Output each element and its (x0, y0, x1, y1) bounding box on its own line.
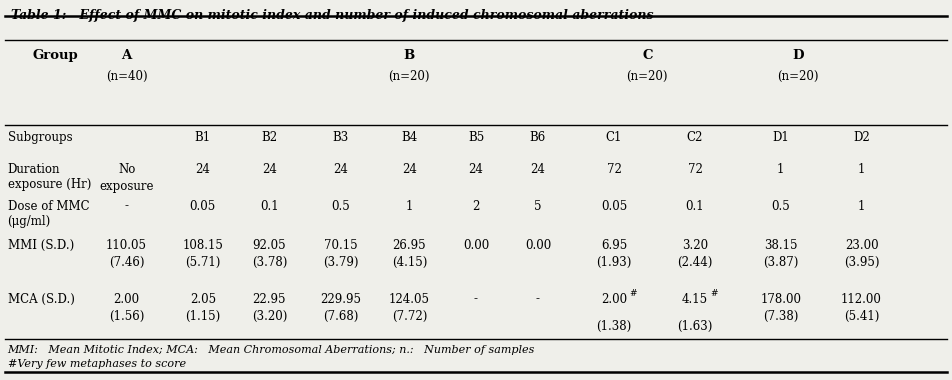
Text: 92.05
(3.78): 92.05 (3.78) (251, 239, 288, 269)
Text: (n=20): (n=20) (388, 70, 430, 82)
Text: -: - (474, 293, 478, 306)
Text: Table 1:   Effect of MMC on mitotic index and number of induced chromosomal aber: Table 1: Effect of MMC on mitotic index … (11, 10, 654, 22)
Text: MMI:   Mean Mitotic Index; MCA:   Mean Chromosomal Aberrations; n.:   Number of : MMI: Mean Mitotic Index; MCA: Mean Chrom… (8, 345, 535, 355)
Text: B4: B4 (401, 131, 418, 144)
Text: 26.95
(4.15): 26.95 (4.15) (391, 239, 427, 269)
Text: 70.15
(3.79): 70.15 (3.79) (323, 239, 359, 269)
Text: 1: 1 (858, 200, 865, 212)
Text: No
exposure: No exposure (99, 163, 154, 193)
Text: 108.15
(5.71): 108.15 (5.71) (183, 239, 223, 269)
Text: (n=20): (n=20) (777, 70, 819, 82)
Text: (n=40): (n=40) (106, 70, 148, 82)
Text: -: - (536, 293, 540, 306)
Text: B2: B2 (262, 131, 277, 144)
Text: 6.95
(1.93): 6.95 (1.93) (596, 239, 632, 269)
Text: 24: 24 (530, 163, 545, 176)
Text: 2.05
(1.15): 2.05 (1.15) (185, 293, 221, 323)
Text: 0.00: 0.00 (463, 239, 489, 252)
Text: C: C (642, 49, 653, 62)
Text: 0.05: 0.05 (601, 200, 627, 212)
Text: 0.5: 0.5 (771, 200, 790, 212)
Text: A: A (122, 49, 131, 62)
Text: 2.00
(1.56): 2.00 (1.56) (109, 293, 145, 323)
Text: 24: 24 (195, 163, 210, 176)
Text: Duration
exposure (Hr): Duration exposure (Hr) (8, 163, 91, 192)
Text: (1.63): (1.63) (677, 320, 713, 333)
Text: D: D (792, 49, 803, 62)
Text: 110.05
(7.46): 110.05 (7.46) (106, 239, 148, 269)
Text: 22.95
(3.20): 22.95 (3.20) (251, 293, 288, 323)
Text: 24: 24 (402, 163, 417, 176)
Text: -: - (125, 200, 129, 212)
Text: 0.1: 0.1 (685, 200, 704, 212)
Text: 72: 72 (606, 163, 622, 176)
Text: 4.15: 4.15 (682, 293, 708, 306)
Text: 3.20
(2.44): 3.20 (2.44) (677, 239, 713, 269)
Text: 0.5: 0.5 (331, 200, 350, 212)
Text: 229.95
(7.68): 229.95 (7.68) (320, 293, 362, 323)
Text: 112.00
(5.41): 112.00 (5.41) (842, 293, 882, 323)
Text: 0.00: 0.00 (525, 239, 551, 252)
Text: 24: 24 (262, 163, 277, 176)
Text: D2: D2 (853, 131, 870, 144)
Text: #Very few metaphases to score: #Very few metaphases to score (8, 359, 186, 369)
Text: 1: 1 (858, 163, 865, 176)
Text: 2: 2 (472, 200, 480, 212)
Text: 124.05
(7.72): 124.05 (7.72) (388, 293, 430, 323)
Text: MMI (S.D.): MMI (S.D.) (8, 239, 74, 252)
Text: #: # (629, 289, 637, 298)
Text: Group: Group (32, 49, 78, 62)
Text: MCA (S.D.): MCA (S.D.) (8, 293, 74, 306)
Text: B: B (404, 49, 415, 62)
Text: Subgroups: Subgroups (8, 131, 72, 144)
Text: 23.00
(3.95): 23.00 (3.95) (843, 239, 880, 269)
Text: 0.05: 0.05 (189, 200, 216, 212)
Text: 24: 24 (333, 163, 348, 176)
Text: B6: B6 (529, 131, 546, 144)
Text: 1: 1 (406, 200, 413, 212)
Text: 0.1: 0.1 (260, 200, 279, 212)
Text: (1.38): (1.38) (596, 320, 632, 333)
Text: 2.00: 2.00 (601, 293, 627, 306)
Text: B1: B1 (195, 131, 210, 144)
Text: C2: C2 (686, 131, 704, 144)
Text: 38.15
(3.87): 38.15 (3.87) (763, 239, 799, 269)
Text: 1: 1 (777, 163, 784, 176)
Text: 72: 72 (687, 163, 703, 176)
Text: C1: C1 (605, 131, 623, 144)
Text: Dose of MMC
(μg/ml): Dose of MMC (μg/ml) (8, 200, 89, 228)
Text: B3: B3 (332, 131, 349, 144)
Text: 178.00
(7.38): 178.00 (7.38) (760, 293, 802, 323)
Text: 24: 24 (468, 163, 484, 176)
Text: D1: D1 (772, 131, 789, 144)
Text: #: # (710, 289, 718, 298)
Text: (n=20): (n=20) (626, 70, 668, 82)
Text: B5: B5 (467, 131, 485, 144)
Text: 5: 5 (534, 200, 542, 212)
